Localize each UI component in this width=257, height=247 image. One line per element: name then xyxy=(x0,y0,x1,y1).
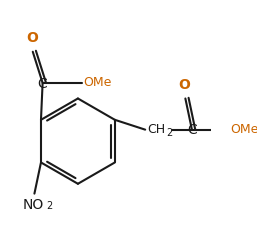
Text: OMe: OMe xyxy=(231,123,257,136)
Text: 2: 2 xyxy=(167,128,173,138)
Text: O: O xyxy=(26,31,38,45)
Text: C: C xyxy=(187,124,197,138)
Text: CH: CH xyxy=(148,123,166,136)
Text: C: C xyxy=(38,77,48,91)
Text: OMe: OMe xyxy=(84,76,112,89)
Text: 2: 2 xyxy=(47,201,53,211)
Text: O: O xyxy=(179,78,190,92)
Text: NO: NO xyxy=(22,198,43,212)
